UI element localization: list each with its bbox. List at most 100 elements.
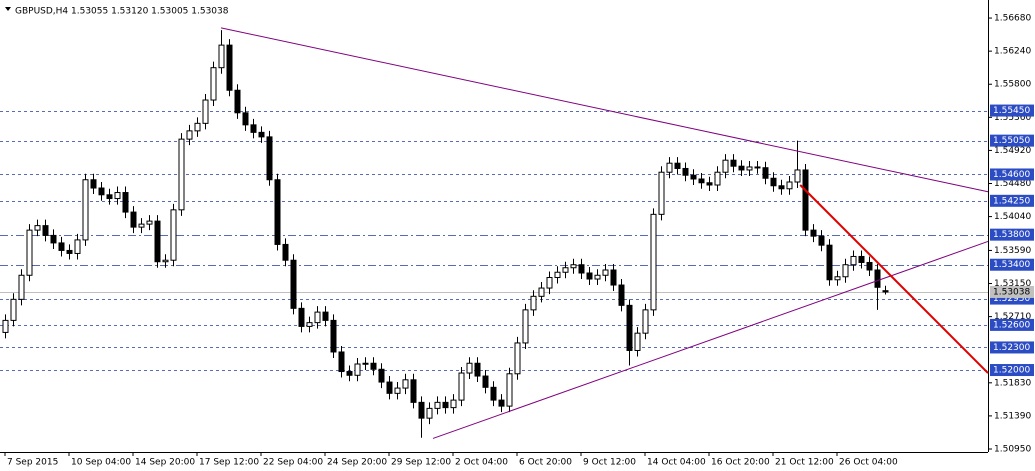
candle-body — [874, 269, 881, 288]
candle-body — [154, 220, 161, 263]
candle-body — [290, 259, 297, 309]
x-tick-label: 14 Sep 20:00 — [135, 458, 195, 468]
candle-body — [194, 122, 201, 132]
candle-body — [722, 159, 729, 173]
level-price-label: 1.52000 — [990, 364, 1034, 377]
candle-body — [690, 174, 697, 180]
candle-body — [618, 284, 625, 306]
candle-body — [762, 167, 769, 179]
candle-body — [258, 131, 265, 138]
candle-body — [778, 185, 785, 190]
candle-body — [842, 264, 849, 278]
candle-body — [130, 211, 137, 228]
candle-body — [858, 255, 865, 263]
level-price-box — [990, 341, 1034, 354]
x-tick-label: 6 Oct 20:00 — [519, 458, 572, 468]
candle-body — [186, 130, 193, 140]
y-tick-label: 1.54040 — [994, 212, 1031, 222]
candle-body — [50, 234, 57, 244]
candle-body — [66, 249, 73, 254]
x-tick-label: 9 Oct 12:00 — [583, 458, 636, 468]
candle-body — [346, 371, 353, 376]
trendline — [220, 27, 989, 193]
x-tick-label: 7 Sep 2015 — [7, 458, 58, 468]
y-tick-label: 1.54920 — [994, 146, 1031, 156]
level-price-box — [990, 228, 1034, 241]
trendline — [799, 184, 989, 374]
bid-price-text: 1.53038 — [993, 287, 1030, 297]
menu-arrow[interactable] — [5, 7, 11, 11]
level-price-label: 1.54250 — [990, 194, 1034, 207]
candle-body — [714, 171, 721, 186]
y-tick-label: 1.52710 — [994, 312, 1031, 322]
candle-body — [394, 387, 401, 394]
candle-body — [114, 192, 121, 200]
level-price-label: 1.53800 — [990, 228, 1034, 241]
candle-body — [562, 267, 569, 273]
y-tick-label: 1.51830 — [994, 378, 1031, 388]
candle-body — [818, 235, 825, 246]
level-price-label: 1.55450 — [990, 104, 1034, 117]
candle-body — [490, 386, 497, 401]
candle-body — [170, 209, 177, 261]
y-tick-label: 1.55360 — [994, 113, 1031, 123]
y-tick-label: 1.53590 — [994, 246, 1031, 256]
level-price-text: 1.53800 — [993, 230, 1030, 240]
candle-body — [810, 229, 817, 237]
candle-body — [162, 259, 169, 263]
chart-title: GBPUSD,H4 1.53055 1.53120 1.53005 1.5303… — [15, 7, 229, 17]
candle-body — [282, 243, 289, 261]
candle-body — [178, 138, 185, 211]
x-tick-label: 14 Oct 04:00 — [647, 458, 706, 468]
candle-body — [2, 319, 9, 333]
candle-body — [10, 298, 17, 321]
candle-body — [98, 187, 105, 196]
candle-body — [234, 89, 241, 114]
candle-body — [746, 166, 753, 171]
y-tick-label: 1.50950 — [994, 444, 1031, 454]
candle-body — [90, 179, 97, 189]
candle-body — [794, 169, 801, 183]
candle-body — [498, 399, 505, 407]
level-price-box — [990, 194, 1034, 207]
candle-body — [554, 271, 561, 279]
x-tick-label: 2 Oct 04:00 — [455, 458, 508, 468]
candle-body — [202, 99, 209, 124]
bid-price-box — [990, 285, 1034, 298]
x-tick-label: 10 Sep 04:00 — [71, 458, 131, 468]
level-price-text: 1.52300 — [993, 343, 1030, 353]
candle-body — [242, 112, 249, 126]
level-price-label: 1.53400 — [990, 258, 1034, 271]
candle-body — [34, 225, 41, 231]
level-price-text: 1.55050 — [993, 136, 1030, 146]
candle-body — [298, 307, 305, 327]
candle-body — [682, 167, 689, 176]
candle-body — [226, 44, 233, 91]
candle-body — [18, 274, 25, 300]
x-tick-label: 21 Oct 12:00 — [775, 458, 834, 468]
candle-body — [322, 311, 329, 321]
candle-body — [602, 269, 609, 276]
candle-body — [250, 124, 257, 133]
candle-body — [698, 178, 705, 184]
level-price-text: 1.53400 — [993, 260, 1030, 270]
candle-body — [634, 332, 641, 351]
candle-body — [506, 373, 513, 407]
candle-body — [362, 362, 369, 365]
candle-body — [58, 242, 65, 251]
level-price-text: 1.54600 — [993, 170, 1030, 180]
candle-body — [82, 179, 89, 241]
level-price-text: 1.55450 — [993, 106, 1030, 116]
x-tick-label: 29 Sep 12:00 — [391, 458, 451, 468]
candle-body — [418, 401, 425, 419]
candle-body — [370, 362, 377, 370]
candle-body — [306, 322, 313, 327]
y-tick-label: 1.56680 — [994, 14, 1031, 24]
level-price-text: 1.54250 — [993, 196, 1030, 206]
y-tick-label: 1.55800 — [994, 80, 1031, 90]
candle-body — [738, 165, 745, 171]
candle-body — [74, 239, 81, 254]
candle-body — [578, 264, 585, 274]
candle-body — [314, 311, 321, 324]
y-tick-label: 1.51390 — [994, 411, 1031, 421]
